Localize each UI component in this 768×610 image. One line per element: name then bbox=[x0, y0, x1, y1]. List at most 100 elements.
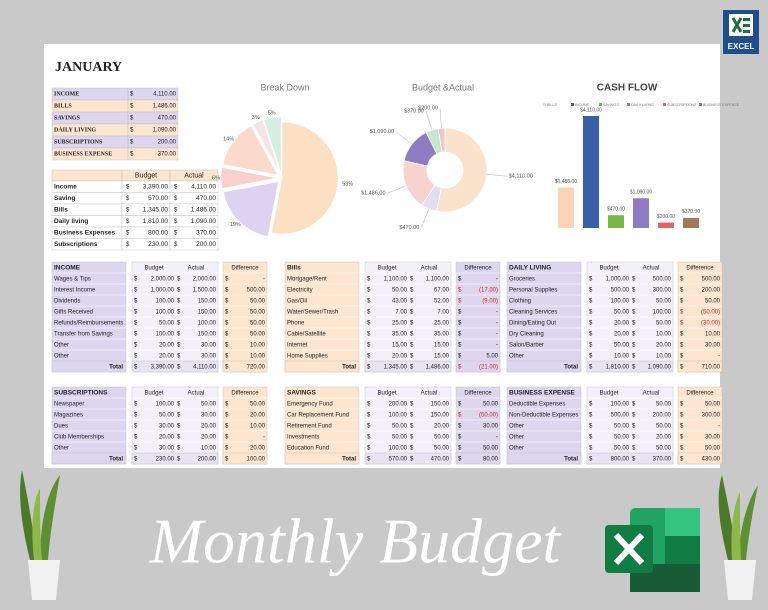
overview-label: Business Expenses bbox=[54, 230, 115, 237]
currency: $ bbox=[458, 446, 462, 452]
difference-value: 50.00 bbox=[250, 332, 266, 338]
currency: $ bbox=[367, 435, 371, 441]
currency: $ bbox=[134, 321, 138, 327]
difference-value: 100.00 bbox=[247, 457, 266, 463]
row-label: Dry Cleaning bbox=[509, 332, 544, 338]
summary-label: SUBSCRIPTIONS bbox=[54, 139, 103, 145]
row-label: Cable/Satellite bbox=[287, 332, 326, 338]
budget-value: 10.00 bbox=[614, 354, 630, 360]
section-name-block bbox=[506, 386, 582, 465]
difference-value: 10.00 bbox=[705, 332, 721, 338]
bar bbox=[633, 198, 649, 228]
overview-value: 3,390.00 bbox=[143, 184, 169, 191]
budget-value: 30.00 bbox=[159, 424, 175, 430]
actual-value: 50.00 bbox=[656, 402, 672, 408]
overview-value: 1,090.00 bbox=[191, 218, 217, 225]
budget-value: 100.00 bbox=[611, 402, 630, 408]
budget-value: 1,345.00 bbox=[384, 365, 408, 371]
overview-value: 570.00 bbox=[148, 195, 168, 202]
currency: $ bbox=[680, 343, 684, 349]
currency: $ bbox=[134, 413, 138, 419]
plant-right bbox=[718, 475, 758, 600]
currency: $ bbox=[177, 457, 181, 463]
summary-value-cell bbox=[127, 147, 179, 161]
slice-label: 6% bbox=[212, 175, 220, 181]
currency: $ bbox=[589, 354, 593, 360]
currency: $ bbox=[410, 288, 414, 294]
row-label: Club Memberships bbox=[54, 435, 104, 441]
total-label: Total bbox=[109, 457, 123, 463]
budget-value: 50.00 bbox=[614, 446, 630, 452]
actual-value: 370.00 bbox=[653, 457, 672, 463]
currency: $ bbox=[410, 299, 414, 305]
currency: $ bbox=[680, 424, 684, 430]
segment-label: $1,486.00 bbox=[361, 191, 385, 197]
currency: $ bbox=[126, 242, 130, 248]
row-label: Dining/Eating Out bbox=[509, 321, 556, 327]
budget-value: 50.00 bbox=[159, 413, 175, 419]
budget-value: 50.00 bbox=[614, 310, 630, 316]
currency: $ bbox=[130, 140, 134, 146]
section-budget-block bbox=[364, 386, 452, 465]
budget-value: 100.00 bbox=[389, 413, 408, 419]
actual-value: 1,486.00 bbox=[426, 365, 450, 371]
row-label: Salon/Barber bbox=[509, 343, 544, 349]
currency: $ bbox=[130, 116, 134, 122]
budget-value: 1,810.00 bbox=[606, 365, 630, 371]
bar bbox=[658, 222, 674, 228]
bar bbox=[558, 187, 574, 228]
actual-value: 67.00 bbox=[434, 288, 450, 294]
currency: $ bbox=[177, 424, 181, 430]
currency: $ bbox=[134, 424, 138, 430]
currency: $ bbox=[177, 299, 181, 305]
difference-value: - bbox=[496, 332, 498, 338]
difference-value: 50.00 bbox=[483, 446, 499, 452]
currency: $ bbox=[680, 446, 684, 452]
currency: $ bbox=[410, 310, 414, 316]
currency: $ bbox=[130, 152, 134, 158]
budget-value: 570.00 bbox=[389, 457, 408, 463]
column-header: Actual bbox=[421, 266, 438, 272]
overview-value: 470.00 bbox=[196, 195, 216, 202]
currency: $ bbox=[589, 446, 593, 452]
currency: $ bbox=[177, 332, 181, 338]
actual-value: 10.00 bbox=[656, 332, 672, 338]
currency: $ bbox=[134, 310, 138, 316]
actual-value: 470.00 bbox=[431, 457, 450, 463]
difference-value: - bbox=[496, 321, 498, 327]
row-label: Personal Supplies bbox=[509, 288, 557, 294]
currency: $ bbox=[134, 332, 138, 338]
actual-value: 1,100.00 bbox=[426, 277, 450, 283]
difference-value: - bbox=[263, 277, 265, 283]
difference-value: 80.00 bbox=[483, 457, 499, 463]
currency: $ bbox=[177, 288, 181, 294]
currency: $ bbox=[680, 277, 684, 283]
actual-value: 150.00 bbox=[198, 332, 217, 338]
currency: $ bbox=[126, 185, 130, 191]
row-label: Gas/Oil bbox=[287, 299, 307, 305]
column-header: Budget bbox=[599, 391, 618, 397]
section-name-block bbox=[284, 386, 360, 465]
actual-value: 50.00 bbox=[656, 424, 672, 430]
summary-value: 200.00 bbox=[158, 140, 177, 146]
total-cell bbox=[51, 360, 127, 373]
bar-label: $1,486.00 bbox=[555, 179, 577, 185]
budget-value: 2,000.00 bbox=[151, 277, 175, 283]
currency: $ bbox=[367, 321, 371, 327]
currency: $ bbox=[410, 402, 414, 408]
leader-line bbox=[421, 208, 430, 228]
difference-value: 720.00 bbox=[247, 365, 266, 371]
difference-value: 30.00 bbox=[705, 343, 721, 349]
currency: $ bbox=[680, 332, 684, 338]
currency: $ bbox=[225, 288, 229, 294]
legend-label: BUSINESS EXPENSE bbox=[703, 103, 740, 107]
row-label: Other bbox=[509, 435, 524, 441]
currency: $ bbox=[126, 231, 130, 237]
total-label: Total bbox=[109, 365, 123, 371]
overview-label: Subscriptions bbox=[54, 241, 98, 248]
actual-value: 2,000.00 bbox=[193, 277, 217, 283]
segment-label: $470.00 bbox=[399, 225, 419, 231]
difference-value: 50.00 bbox=[705, 446, 721, 452]
currency: $ bbox=[632, 457, 636, 463]
currency: $ bbox=[410, 277, 414, 283]
